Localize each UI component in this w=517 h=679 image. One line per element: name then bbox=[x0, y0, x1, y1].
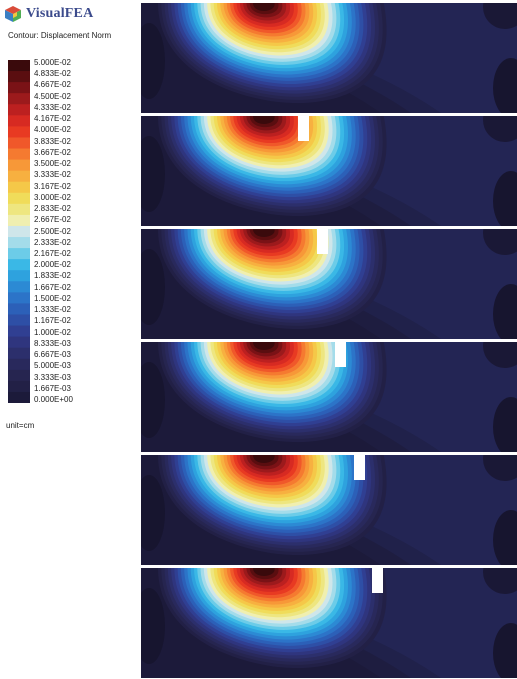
legend-label: 4.167E-02 bbox=[34, 114, 71, 124]
legend-swatch bbox=[8, 170, 30, 183]
legend-swatch bbox=[8, 159, 30, 172]
legend-swatch bbox=[8, 126, 30, 138]
legend-label: 4.333E-02 bbox=[34, 102, 71, 112]
legend-swatch bbox=[8, 391, 30, 403]
legend-swatch bbox=[8, 60, 30, 72]
legend-label: 5.000E-03 bbox=[34, 361, 71, 371]
legend-label: 3.667E-02 bbox=[34, 147, 71, 157]
indenter-block bbox=[335, 342, 347, 367]
contour-frame bbox=[141, 568, 517, 678]
legend-label: 8.333E-03 bbox=[34, 338, 71, 348]
legend-swatch bbox=[8, 281, 30, 293]
legend-label: 1.333E-02 bbox=[34, 305, 71, 315]
legend-label: 4.667E-02 bbox=[34, 80, 71, 90]
legend-label: 2.333E-02 bbox=[34, 237, 71, 247]
unit-label: unit=cm bbox=[6, 421, 35, 430]
legend-swatch bbox=[8, 115, 30, 127]
legend-swatch bbox=[8, 292, 30, 304]
indenter-block bbox=[372, 568, 383, 593]
legend-swatch bbox=[8, 259, 30, 271]
app-logo: VisualFEA bbox=[4, 4, 93, 24]
legend-label: 1.000E-02 bbox=[34, 327, 71, 337]
legend-label: 4.000E-02 bbox=[34, 125, 71, 135]
legend-swatch bbox=[8, 303, 30, 315]
legend-swatch bbox=[8, 325, 30, 338]
legend-label: 6.667E-03 bbox=[34, 350, 71, 360]
legend-swatch bbox=[8, 270, 30, 282]
legend-label: 2.000E-02 bbox=[34, 260, 71, 270]
legend-label: 1.833E-02 bbox=[34, 271, 71, 281]
legend-label: 3.000E-02 bbox=[34, 192, 71, 202]
legend-label: 4.833E-02 bbox=[34, 69, 71, 79]
legend-swatch bbox=[8, 369, 30, 382]
legend-label: 2.167E-02 bbox=[34, 248, 71, 258]
contour-frame bbox=[141, 229, 517, 339]
legend-label: 0.000E+00 bbox=[34, 395, 73, 404]
legend-label: 2.833E-02 bbox=[34, 204, 71, 214]
legend-swatch bbox=[8, 336, 30, 349]
legend-label: 4.500E-02 bbox=[34, 91, 71, 101]
legend-swatch bbox=[8, 148, 30, 161]
legend-label: 5.000E-02 bbox=[34, 58, 71, 67]
color-legend-bar bbox=[8, 60, 30, 403]
animation-frames bbox=[141, 0, 517, 679]
indenter-block bbox=[316, 229, 328, 254]
contour-frame bbox=[141, 342, 517, 452]
legend-swatch bbox=[8, 314, 30, 327]
contour-frame bbox=[141, 455, 517, 565]
legend-swatch bbox=[8, 214, 30, 227]
legend-label: 2.500E-02 bbox=[34, 226, 71, 236]
legend-label: 3.333E-03 bbox=[34, 372, 71, 382]
logo-text: VisualFEA bbox=[26, 6, 94, 21]
legend-swatch bbox=[8, 248, 30, 260]
legend-swatch bbox=[8, 347, 30, 360]
visualfea-cube-icon bbox=[5, 6, 21, 22]
legend-swatch bbox=[8, 82, 30, 94]
contour-frame bbox=[141, 3, 517, 113]
contour-title: Contour: Displacement Norm bbox=[8, 31, 112, 40]
legend-label: 2.667E-02 bbox=[34, 215, 71, 225]
legend-label: 1.500E-02 bbox=[34, 293, 71, 303]
legend-label: 3.833E-02 bbox=[34, 136, 71, 146]
legend-swatch bbox=[8, 192, 30, 205]
legend-swatch bbox=[8, 93, 30, 105]
legend-swatch bbox=[8, 104, 30, 116]
legend-swatch bbox=[8, 71, 30, 83]
legend-swatch bbox=[8, 358, 30, 371]
legend-swatch bbox=[8, 181, 30, 194]
legend-label: 1.667E-03 bbox=[34, 383, 71, 393]
legend-label: 1.667E-02 bbox=[34, 282, 71, 292]
legend-label: 3.333E-02 bbox=[34, 170, 71, 180]
legend-swatch bbox=[8, 137, 30, 150]
legend-swatch bbox=[8, 203, 30, 216]
legend-swatch bbox=[8, 225, 30, 238]
legend-label: 3.167E-02 bbox=[34, 181, 71, 191]
legend-swatch bbox=[8, 237, 30, 249]
legend-label: 1.167E-02 bbox=[34, 316, 71, 326]
contour-frame bbox=[141, 116, 517, 226]
legend-label: 3.500E-02 bbox=[34, 159, 71, 169]
legend-swatch bbox=[8, 380, 30, 393]
indenter-block bbox=[298, 116, 310, 141]
indenter-block bbox=[353, 455, 365, 480]
legend-labels: 5.000E-02 4.833E-02 4.667E-02 4.500E-02 4.33… bbox=[34, 0, 134, 679]
